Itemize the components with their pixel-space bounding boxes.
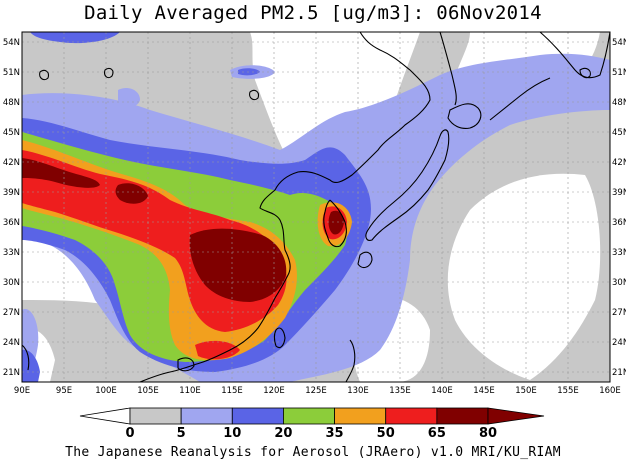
- coastline-hainan: [177, 357, 195, 372]
- coastline-asia: [139, 32, 431, 382]
- latitude-labels: 54N 54N 51N 51N 48N 48N 45N 45N 42N 42N 39N 39N 36N 3…: [3, 38, 626, 378]
- latitude-label-right: 54N: [612, 38, 626, 48]
- longitude-label: 135E: [389, 386, 411, 396]
- longitude-label: 105E: [137, 386, 159, 396]
- colorbar-arrow-right: [487, 407, 545, 425]
- colorbar-cell: [129, 407, 182, 425]
- longitude-label: 145E: [473, 386, 495, 396]
- latitude-label-left: 54N: [3, 38, 20, 48]
- colorbar-cell: [334, 407, 387, 425]
- latitude-label-left: 51N: [3, 68, 20, 78]
- contour-blue-sw: [22, 349, 40, 382]
- coastline-korea: [323, 199, 347, 248]
- coastline-lake3: [249, 89, 259, 101]
- contour-darkred-patch: [115, 183, 148, 204]
- colorbar-cell: [436, 407, 489, 425]
- longitude-label: 140E: [431, 386, 453, 396]
- coastline-sw-land: [22, 344, 30, 371]
- latitude-label-right: 21N: [612, 368, 626, 378]
- coastline-japan-honshu: [365, 129, 450, 241]
- latitude-label-right: 39N: [612, 188, 626, 198]
- latitude-label-left: 36N: [3, 218, 20, 228]
- coastline-kuril: [489, 77, 551, 121]
- latitude-label-right: 45N: [612, 128, 626, 138]
- coastline-japan-hokkaido: [447, 103, 482, 129]
- colorbar-arrow-left: [79, 407, 131, 425]
- colorbar-label: 65: [428, 426, 446, 441]
- latitude-label-left: 33N: [3, 248, 20, 258]
- colorbar-cell: [231, 407, 284, 425]
- longitude-label: 125E: [305, 386, 327, 396]
- coastline-sakhalin: [439, 32, 457, 106]
- longitude-label: 160E: [599, 386, 621, 396]
- longitude-label: 115E: [221, 386, 243, 396]
- coastlines: [22, 32, 610, 382]
- map-title: Daily Averaged PM2.5 [ug/m3]: 06Nov2014: [84, 2, 542, 24]
- latitude-label-left: 42N: [3, 158, 20, 168]
- colorbar-label: 10: [223, 426, 241, 441]
- latitude-label-right: 48N: [612, 98, 626, 108]
- longitude-label: 130E: [347, 386, 369, 396]
- contour-blue-north: [30, 32, 120, 44]
- latitude-label-right: 36N: [612, 218, 626, 228]
- colorbar-label: 5: [177, 426, 186, 441]
- coastline-kyushu: [357, 251, 373, 269]
- colorbar-label: 50: [377, 426, 395, 441]
- contour-lightblue-patch1: [118, 88, 140, 108]
- latitude-label-right: 33N: [612, 248, 626, 258]
- colorbar-label: 0: [125, 426, 134, 441]
- longitude-label: 95E: [56, 386, 72, 396]
- latitude-label-left: 21N: [3, 368, 20, 378]
- colorbar-cell: [283, 407, 335, 425]
- longitude-label: 90E: [14, 386, 30, 396]
- latitude-label-right: 24N: [612, 338, 626, 348]
- contour-darkred-korea: [328, 210, 344, 235]
- colorbar-cell: [180, 407, 233, 425]
- latitude-label-left: 27N: [3, 308, 20, 318]
- colorbar-label: 80: [479, 426, 497, 441]
- contour-white-north: [250, 32, 420, 171]
- colorbar-label: 35: [326, 426, 344, 441]
- coastline-mongolia-lake: [104, 67, 114, 79]
- longitude-label: 110E: [179, 386, 201, 396]
- contour-darkred-main: [189, 228, 287, 302]
- longitude-label: 100E: [95, 386, 117, 396]
- contour-white-east: [447, 173, 601, 380]
- concentration-field: [22, 32, 610, 382]
- colorbar: 0 5 10 20 35 50 65 80: [79, 407, 545, 441]
- colorbar-cell: [385, 407, 438, 425]
- latitude-label-left: 39N: [3, 188, 20, 198]
- data-source-footer: The Japanese Reanalysis for Aerosol (JRA…: [65, 445, 561, 460]
- longitude-label: 150E: [515, 386, 537, 396]
- latitude-label-left: 45N: [3, 128, 20, 138]
- colorbar-label: 20: [274, 426, 292, 441]
- coastline-philippines: [345, 339, 356, 382]
- coastline-okhotsk-island: [579, 67, 591, 79]
- latitude-label-left: 30N: [3, 278, 20, 288]
- latitude-label-right: 27N: [612, 308, 626, 318]
- latitude-label-right: 42N: [612, 158, 626, 168]
- longitude-labels: 90E 95E 100E 105E 110E 115E 120E 125E 130E 135E 14…: [14, 386, 621, 396]
- grid-lines: [22, 32, 610, 382]
- latitude-label-left: 24N: [3, 338, 20, 348]
- latitude-label-right: 30N: [612, 278, 626, 288]
- longitude-label: 155E: [557, 386, 579, 396]
- contour-darkred-north: [22, 158, 100, 188]
- latitude-label-left: 48N: [3, 98, 20, 108]
- longitude-label: 120E: [263, 386, 285, 396]
- contour-red-south: [195, 340, 240, 360]
- coastline-lake2: [39, 69, 49, 81]
- map-frame: [21, 31, 611, 383]
- latitude-label-right: 51N: [612, 68, 626, 78]
- coastline-taiwan: [273, 327, 286, 349]
